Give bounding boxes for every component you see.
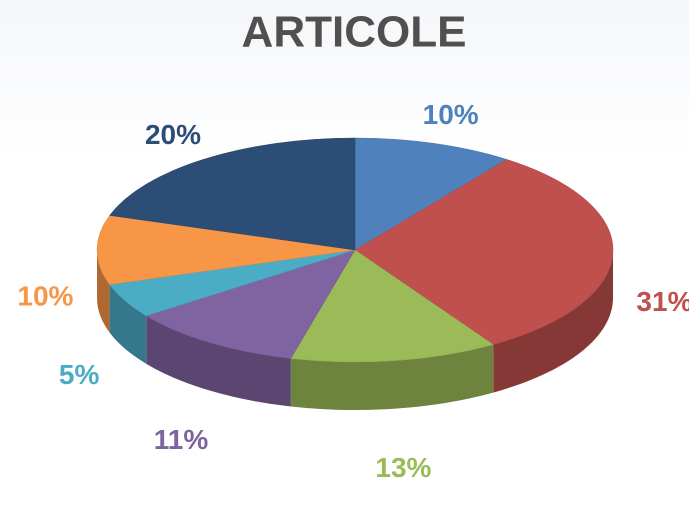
- data-label: 11%: [154, 424, 209, 455]
- slice: [96, 215, 356, 285]
- data-label: 13%: [375, 452, 431, 483]
- chart-title: ARTICOLE: [242, 8, 467, 57]
- data-label: 31%: [636, 286, 689, 317]
- slice: [109, 137, 356, 251]
- slice: [354, 159, 614, 345]
- data-label: 5%: [59, 359, 100, 390]
- data-label: 20%: [145, 119, 201, 150]
- slice: [145, 249, 356, 359]
- slice-side: [146, 315, 291, 407]
- slice-side: [97, 250, 110, 333]
- slice: [290, 249, 494, 363]
- data-label: 10%: [423, 99, 479, 130]
- slice-side: [109, 284, 147, 364]
- slice-side: [290, 344, 494, 410]
- data-label: 10%: [17, 280, 73, 311]
- slice: [354, 137, 508, 251]
- slice-side: [493, 250, 613, 393]
